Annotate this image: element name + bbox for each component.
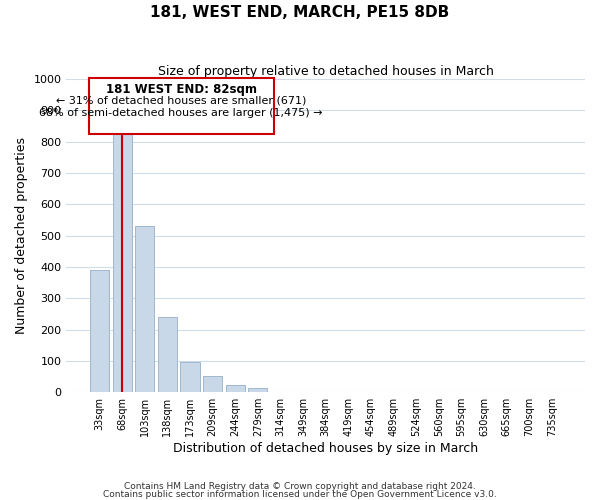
FancyBboxPatch shape xyxy=(89,78,274,134)
Text: 181, WEST END, MARCH, PE15 8DB: 181, WEST END, MARCH, PE15 8DB xyxy=(151,5,449,20)
Bar xyxy=(158,317,177,392)
Title: Size of property relative to detached houses in March: Size of property relative to detached ho… xyxy=(158,65,494,78)
X-axis label: Distribution of detached houses by size in March: Distribution of detached houses by size … xyxy=(173,442,478,455)
Bar xyxy=(135,226,154,392)
Bar xyxy=(248,388,268,392)
Bar xyxy=(113,133,132,392)
Text: ← 31% of detached houses are smaller (671): ← 31% of detached houses are smaller (67… xyxy=(56,96,307,106)
Bar xyxy=(226,386,245,392)
Text: Contains HM Land Registry data © Crown copyright and database right 2024.: Contains HM Land Registry data © Crown c… xyxy=(124,482,476,491)
Y-axis label: Number of detached properties: Number of detached properties xyxy=(15,137,28,334)
Text: 68% of semi-detached houses are larger (1,475) →: 68% of semi-detached houses are larger (… xyxy=(40,108,323,118)
Text: Contains public sector information licensed under the Open Government Licence v3: Contains public sector information licen… xyxy=(103,490,497,499)
Text: 181 WEST END: 82sqm: 181 WEST END: 82sqm xyxy=(106,83,257,96)
Bar xyxy=(203,376,222,392)
Bar xyxy=(181,362,200,392)
Bar xyxy=(90,270,109,392)
